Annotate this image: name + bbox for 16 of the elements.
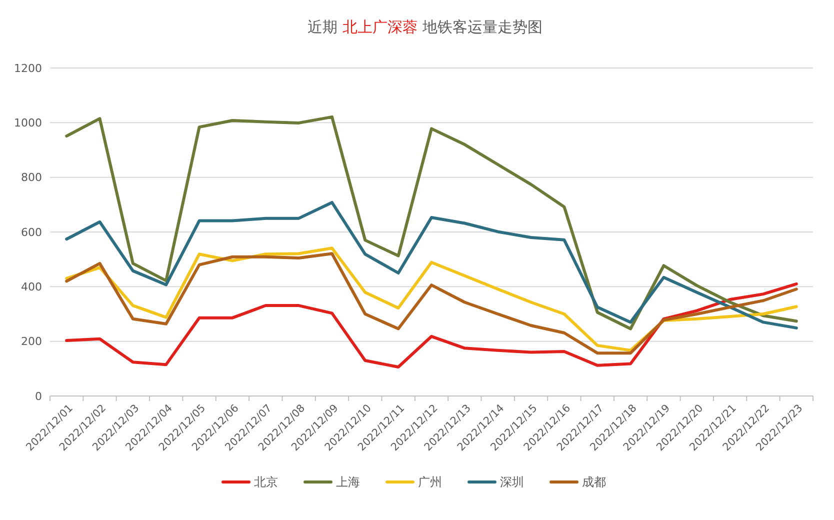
legend-label: 成都 (582, 475, 606, 490)
y-tick-label: 800 (21, 171, 42, 184)
legend-label: 广州 (418, 475, 442, 490)
line-series (65, 282, 798, 369)
line-series (65, 200, 798, 330)
line-series (65, 115, 798, 330)
legend-label: 深圳 (500, 475, 524, 490)
y-tick-label: 200 (21, 335, 42, 348)
y-tick-label: 600 (21, 226, 42, 239)
y-tick-label: 1200 (14, 62, 42, 75)
y-tick-label: 0 (35, 390, 42, 403)
legend-label: 上海 (336, 475, 360, 490)
y-tick-label: 400 (21, 280, 42, 294)
y-tick-label: 1000 (14, 116, 42, 130)
chart-title: 近期 北上广深蓉 地铁客运量走势图 (308, 18, 542, 36)
legend-label: 北京 (254, 475, 278, 490)
